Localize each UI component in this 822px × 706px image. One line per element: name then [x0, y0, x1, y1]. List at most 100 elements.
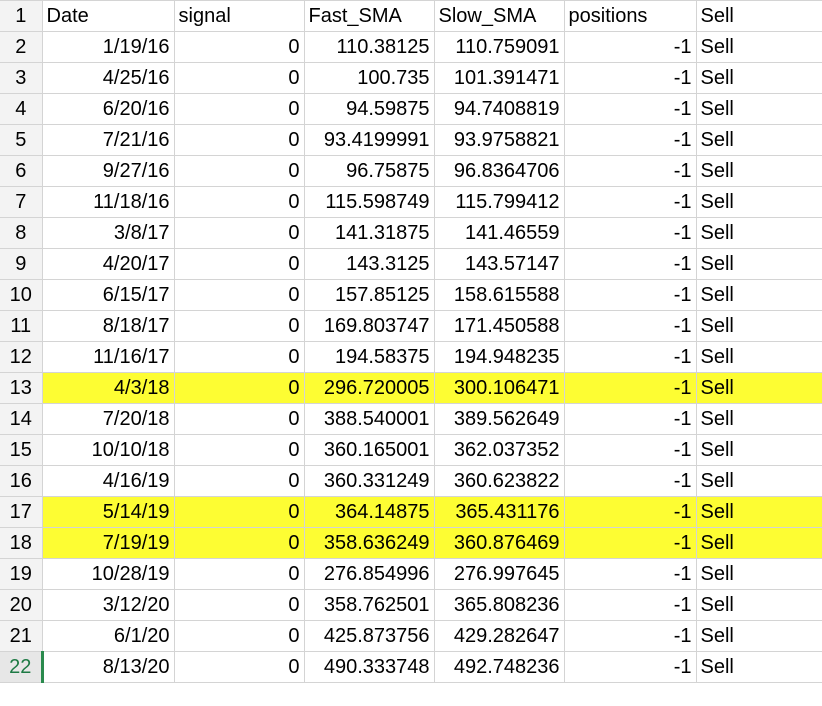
signal-cell[interactable]: 0 — [174, 310, 305, 342]
action-cell[interactable]: Sell — [696, 403, 822, 435]
action-cell[interactable]: Sell — [696, 372, 822, 404]
fast-sma-cell[interactable]: 360.331249 — [304, 465, 435, 497]
slow-sma-cell[interactable]: 360.623822 — [434, 465, 565, 497]
slow-sma-cell[interactable]: 362.037352 — [434, 434, 565, 466]
signal-cell[interactable]: 0 — [174, 124, 305, 156]
date-cell[interactable]: 7/20/18 — [42, 403, 175, 435]
fast-sma-cell[interactable]: 143.3125 — [304, 248, 435, 280]
date-cell[interactable]: 8/18/17 — [42, 310, 175, 342]
slow-sma-cell[interactable]: 194.948235 — [434, 341, 565, 373]
positions-cell[interactable]: -1 — [564, 217, 697, 249]
signal-cell[interactable]: 0 — [174, 527, 305, 559]
row-number[interactable]: 17 — [0, 496, 43, 528]
signal-cell[interactable]: 0 — [174, 465, 305, 497]
positions-cell[interactable]: -1 — [564, 248, 697, 280]
signal-cell[interactable]: 0 — [174, 62, 305, 94]
date-cell[interactable]: 5/14/19 — [42, 496, 175, 528]
slow-sma-cell[interactable]: 365.431176 — [434, 496, 565, 528]
positions-cell[interactable]: -1 — [564, 403, 697, 435]
slow-sma-cell[interactable]: 93.9758821 — [434, 124, 565, 156]
action-cell[interactable]: Sell — [696, 620, 822, 652]
signal-cell[interactable]: 0 — [174, 341, 305, 373]
date-cell[interactable]: 3/12/20 — [42, 589, 175, 621]
slow-sma-cell[interactable]: 365.808236 — [434, 589, 565, 621]
row-number[interactable]: 15 — [0, 434, 43, 466]
date-cell[interactable]: 6/1/20 — [42, 620, 175, 652]
fast-sma-cell[interactable]: 96.75875 — [304, 155, 435, 187]
positions-cell[interactable]: -1 — [564, 558, 697, 590]
date-cell[interactable]: 10/28/19 — [42, 558, 175, 590]
fast-sma-cell[interactable]: 157.85125 — [304, 279, 435, 311]
slow-sma-cell[interactable]: 94.7408819 — [434, 93, 565, 125]
signal-cell[interactable]: 0 — [174, 589, 305, 621]
row-number[interactable]: 2 — [0, 31, 43, 63]
slow-sma-cell[interactable]: 141.46559 — [434, 217, 565, 249]
action-cell[interactable]: Sell — [696, 434, 822, 466]
row-number[interactable]: 20 — [0, 589, 43, 621]
row-number[interactable]: 5 — [0, 124, 43, 156]
positions-cell[interactable]: -1 — [564, 62, 697, 94]
action-cell[interactable]: Sell — [696, 341, 822, 373]
positions-cell[interactable]: -1 — [564, 372, 697, 404]
signal-cell[interactable]: 0 — [174, 496, 305, 528]
fast-sma-cell[interactable]: 169.803747 — [304, 310, 435, 342]
row-number[interactable]: 13 — [0, 372, 43, 404]
slow-sma-cell[interactable]: 143.57147 — [434, 248, 565, 280]
row-number[interactable]: 7 — [0, 186, 43, 218]
date-cell[interactable]: 3/8/17 — [42, 217, 175, 249]
slow-sma-cell[interactable]: 360.876469 — [434, 527, 565, 559]
slow-sma-cell[interactable]: 492.748236 — [434, 651, 565, 683]
action-cell[interactable]: Sell — [696, 465, 822, 497]
row-number[interactable]: 9 — [0, 248, 43, 280]
action-cell[interactable]: Sell — [696, 310, 822, 342]
positions-cell[interactable]: -1 — [564, 155, 697, 187]
row-number[interactable]: 21 — [0, 620, 43, 652]
fast-sma-cell[interactable]: 358.762501 — [304, 589, 435, 621]
action-cell[interactable]: Sell — [696, 217, 822, 249]
fast-sma-cell[interactable]: 490.333748 — [304, 651, 435, 683]
action-cell[interactable]: Sell — [696, 124, 822, 156]
slow-sma-cell[interactable]: 276.997645 — [434, 558, 565, 590]
positions-cell[interactable]: -1 — [564, 465, 697, 497]
positions-cell[interactable]: -1 — [564, 31, 697, 63]
positions-cell[interactable]: -1 — [564, 651, 697, 683]
date-cell[interactable]: 4/16/19 — [42, 465, 175, 497]
fast-sma-cell[interactable]: 110.38125 — [304, 31, 435, 63]
date-cell[interactable]: 4/25/16 — [42, 62, 175, 94]
header-cell-signal[interactable]: signal — [174, 0, 305, 32]
action-cell[interactable]: Sell — [696, 527, 822, 559]
signal-cell[interactable]: 0 — [174, 248, 305, 280]
signal-cell[interactable]: 0 — [174, 372, 305, 404]
header-cell-date[interactable]: Date — [42, 0, 175, 32]
action-cell[interactable]: Sell — [696, 62, 822, 94]
row-number[interactable]: 16 — [0, 465, 43, 497]
fast-sma-cell[interactable]: 94.59875 — [304, 93, 435, 125]
action-cell[interactable]: Sell — [696, 93, 822, 125]
signal-cell[interactable]: 0 — [174, 93, 305, 125]
signal-cell[interactable]: 0 — [174, 651, 305, 683]
positions-cell[interactable]: -1 — [564, 341, 697, 373]
row-number[interactable]: 11 — [0, 310, 43, 342]
action-cell[interactable]: Sell — [696, 248, 822, 280]
slow-sma-cell[interactable]: 101.391471 — [434, 62, 565, 94]
slow-sma-cell[interactable]: 110.759091 — [434, 31, 565, 63]
positions-cell[interactable]: -1 — [564, 527, 697, 559]
positions-cell[interactable]: -1 — [564, 186, 697, 218]
positions-cell[interactable]: -1 — [564, 279, 697, 311]
action-cell[interactable]: Sell — [696, 186, 822, 218]
fast-sma-cell[interactable]: 296.720005 — [304, 372, 435, 404]
action-cell[interactable]: Sell — [696, 651, 822, 683]
row-number[interactable]: 12 — [0, 341, 43, 373]
date-cell[interactable]: 6/15/17 — [42, 279, 175, 311]
row-number[interactable]: 22 — [0, 651, 44, 683]
row-number[interactable]: 18 — [0, 527, 43, 559]
date-cell[interactable]: 8/13/20 — [42, 651, 175, 683]
header-cell-sell[interactable]: Sell — [696, 0, 822, 32]
signal-cell[interactable]: 0 — [174, 279, 305, 311]
signal-cell[interactable]: 0 — [174, 186, 305, 218]
row-number[interactable]: 10 — [0, 279, 43, 311]
positions-cell[interactable]: -1 — [564, 620, 697, 652]
fast-sma-cell[interactable]: 425.873756 — [304, 620, 435, 652]
header-cell-positions[interactable]: positions — [564, 0, 697, 32]
fast-sma-cell[interactable]: 388.540001 — [304, 403, 435, 435]
